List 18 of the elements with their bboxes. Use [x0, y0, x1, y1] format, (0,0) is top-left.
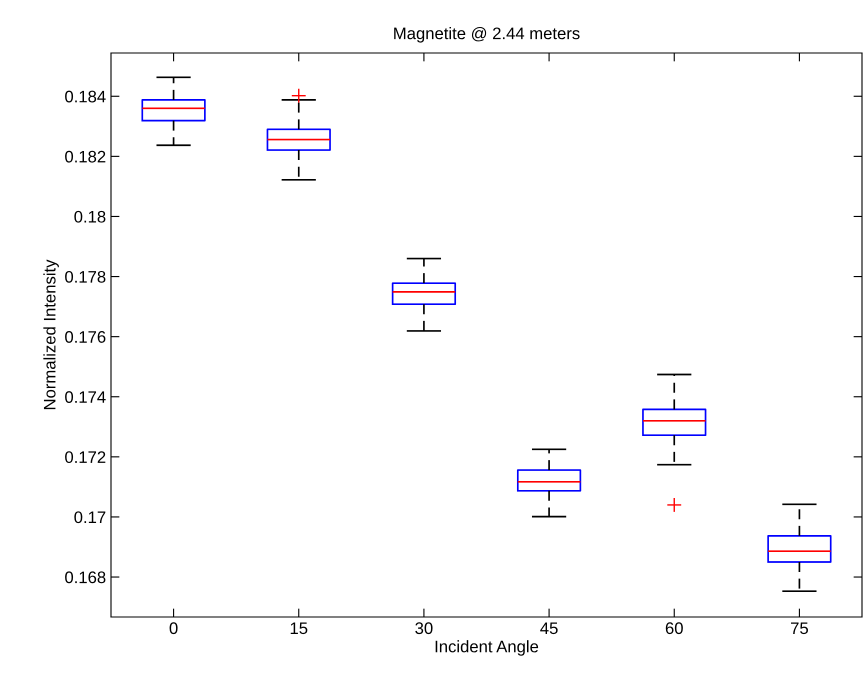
y-tick-label: 0.168	[65, 571, 106, 584]
y-tick-label: 0.17	[74, 511, 106, 524]
x-tick-label: 0	[170, 622, 178, 634]
y-tick-label: 0.178	[65, 270, 106, 283]
x-tick-label: 60	[666, 622, 683, 634]
y-tick-label: 0.184	[65, 90, 106, 102]
y-tick-label: 0.174	[65, 391, 106, 403]
y-tick-label: 0.176	[65, 331, 106, 343]
x-tick-label: 30	[415, 622, 433, 634]
x-axis-title: Incident Angle	[436, 640, 538, 656]
y-tick-label: 0.182	[65, 150, 106, 163]
x-tick-label: 15	[290, 622, 308, 634]
y-tick-label: 0.172	[65, 451, 106, 464]
x-tick-label: 75	[791, 622, 808, 634]
x-tick-label: 45	[540, 622, 558, 634]
y-tick-label: 0.18	[74, 210, 106, 223]
y-axis-title: Normalized Intensity	[43, 260, 59, 410]
chart-title: Magnetite @ 2.44 meters	[394, 27, 580, 43]
